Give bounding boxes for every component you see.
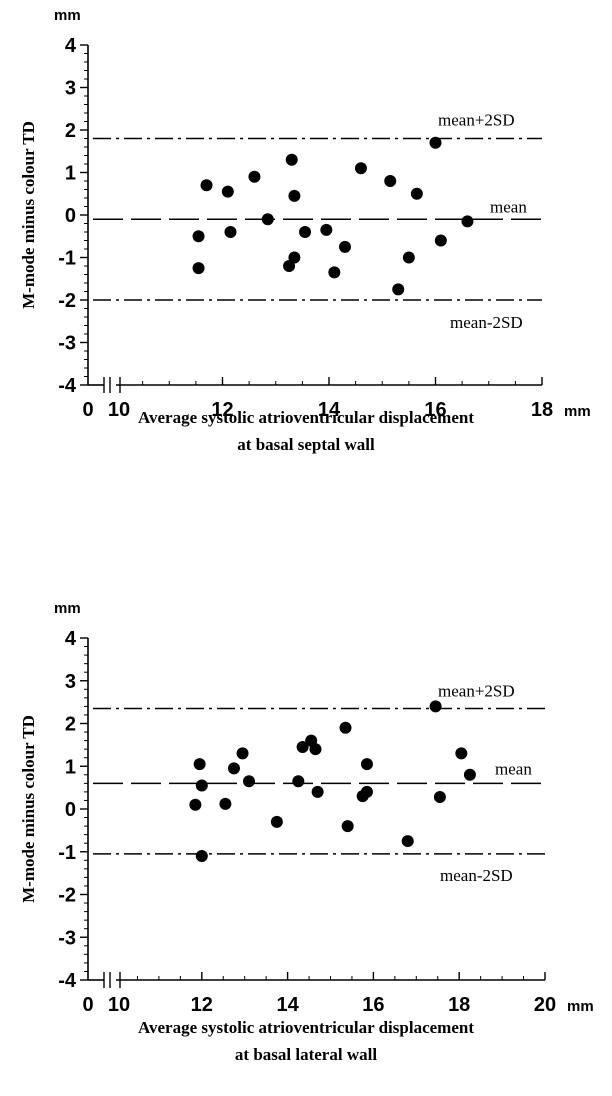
chart-septal-x-axis-title-line-1: Average systolic atrioventricular displa… — [138, 408, 474, 427]
chart-lateral-data-point — [433, 791, 446, 804]
chart-lateral-y-tick-label: -2 — [58, 885, 76, 907]
chart-lateral-y-tick-label: 1 — [65, 756, 76, 778]
chart-lateral-x-break-label-10: 10 — [108, 994, 130, 1016]
chart-septal-x-tick-label: 14 — [318, 399, 341, 421]
chart-lateral-x-tick-label: 14 — [276, 994, 299, 1016]
chart-lateral-data-point — [311, 785, 324, 798]
chart-septal-x-tick-label: 12 — [211, 399, 233, 421]
chart-lateral-x-tick-label: 12 — [191, 994, 213, 1016]
chart-septal-y-tick-label: -3 — [58, 333, 76, 355]
chart-septal-data-point — [338, 240, 351, 253]
chart-septal-y-tick-label: -2 — [58, 290, 76, 312]
chart-septal-data-point — [402, 251, 415, 264]
chart-septal-data-point — [288, 251, 301, 264]
chart-septal-data-point — [328, 266, 341, 279]
chart-septal-y-tick-label: 2 — [65, 120, 76, 142]
chart-septal-data-point — [285, 153, 298, 166]
chart-lateral-data-point — [401, 835, 414, 848]
chart-septal-data-point — [320, 223, 333, 236]
chart-lateral-reference-label-mean: mean — [495, 759, 532, 778]
chart-septal-x-tick-label: 16 — [424, 399, 446, 421]
chart-septal-data-point — [410, 187, 423, 200]
chart-lateral-data-point — [341, 820, 354, 833]
chart-septal-data-point — [248, 170, 261, 183]
chart-lateral: 4 3 2 1 0 -1 -2 -3 -4 mm M-mode minus colour TD 12 1… — [0, 596, 612, 1096]
chart-lateral-data-point — [463, 768, 476, 781]
chart-septal-data-point — [200, 179, 213, 192]
chart-lateral-y-tick-label: 2 — [65, 714, 76, 736]
chart-lateral-reference-label-upper-limit: mean+2SD — [438, 682, 515, 701]
chart-septal: 4 3 2 1 0 -1 -2 -3 -4 mm M-mode minus colour TD 12 1… — [0, 0, 612, 500]
chart-lateral-x-tick-label: 16 — [362, 994, 384, 1016]
chart-septal-x-axis-title: Average systolic atrioventricular displa… — [0, 404, 612, 458]
chart-septal-data-point — [261, 213, 274, 226]
chart-lateral-data-point — [193, 758, 206, 771]
chart-septal-y-tick-label: -1 — [58, 248, 76, 270]
chart-lateral-data-point — [429, 700, 442, 713]
chart-lateral-data-point — [455, 747, 468, 760]
chart-septal-reference-label-upper-limit: mean+2SD — [438, 111, 515, 130]
chart-septal-x-tick-label: 18 — [531, 399, 553, 421]
chart-lateral-x-unit-label: mm — [567, 998, 594, 1015]
chart-septal-data-point — [429, 136, 442, 149]
chart-lateral-data-point — [219, 797, 232, 810]
chart-septal-data-point — [192, 230, 205, 243]
chart-lateral-data-point — [360, 785, 373, 798]
chart-septal-data-point — [434, 234, 447, 247]
chart-septal-reference-label-mean: mean — [490, 197, 527, 216]
chart-septal-y-tick-label: 4 — [65, 35, 77, 57]
chart-septal-x-break-label-0: 0 — [82, 399, 93, 421]
chart-lateral-data-point — [195, 779, 208, 792]
chart-septal-data-point — [392, 283, 405, 296]
chart-lateral-y-tick-label: -4 — [58, 970, 77, 992]
chart-lateral-x-break-label-0: 0 — [82, 994, 93, 1016]
chart-septal-y-tick-label: 3 — [65, 78, 76, 100]
chart-lateral-y-tick-label: -1 — [58, 842, 76, 864]
chart-septal-data-point — [221, 185, 234, 198]
chart-lateral-y-tick-label: 0 — [65, 799, 76, 821]
chart-septal-reference-label-lower-limit: mean-2SD — [450, 313, 523, 332]
chart-septal-y-tick-label: 1 — [65, 163, 76, 185]
chart-lateral-x-tick-label: 18 — [448, 994, 470, 1016]
chart-lateral-y-tick-label: 4 — [65, 628, 77, 650]
chart-lateral-x-axis-title-line-2: at basal lateral wall — [234, 1045, 378, 1064]
chart-lateral-data-point — [227, 762, 240, 775]
chart-lateral-reference-label-lower-limit: mean-2SD — [440, 866, 513, 885]
chart-septal-x-axis-title-line-2: at basal septal wall — [237, 435, 375, 454]
chart-septal-y-tick-label: 0 — [65, 205, 76, 227]
chart-septal-data-point — [288, 189, 301, 202]
chart-lateral-x-axis-title: Average systolic atrioventricular displa… — [0, 1014, 612, 1068]
chart-lateral-data-point — [270, 815, 283, 828]
chart-lateral-data-point — [339, 721, 352, 734]
chart-lateral-data-point — [236, 747, 249, 760]
chart-septal-data-point — [299, 226, 312, 238]
chart-lateral-x-axis-title-line-1: Average systolic atrioventricular displa… — [138, 1018, 474, 1037]
chart-lateral-data-point — [309, 743, 322, 756]
chart-septal-x-unit-label: mm — [564, 403, 591, 420]
chart-lateral-data-point — [242, 775, 255, 788]
chart-septal-y-axis-title: M-mode minus colour TD — [19, 121, 38, 309]
chart-lateral-data-point — [195, 850, 208, 863]
chart-septal-y-unit-label: mm — [54, 7, 81, 24]
chart-lateral-x-tick-label: 20 — [534, 994, 556, 1016]
chart-septal-data-point — [224, 226, 237, 238]
chart-lateral-data-point — [189, 798, 202, 811]
chart-lateral-y-tick-label: 3 — [65, 671, 76, 693]
chart-septal-y-tick-label: -4 — [58, 375, 77, 397]
chart-septal-data-point — [354, 162, 367, 175]
chart-lateral-y-unit-label: mm — [54, 600, 81, 617]
chart-lateral-y-axis-title: M-mode minus colour TD — [19, 715, 38, 903]
chart-septal-x-break-label-10: 10 — [108, 399, 130, 421]
chart-lateral-y-tick-label: -3 — [58, 927, 76, 949]
chart-septal-data-point — [192, 262, 205, 275]
chart-septal-data-point — [461, 215, 474, 228]
chart-septal-data-point — [384, 175, 397, 187]
chart-lateral-data-point — [360, 758, 373, 771]
chart-lateral-data-point — [296, 741, 309, 754]
chart-lateral-data-point — [292, 775, 305, 788]
